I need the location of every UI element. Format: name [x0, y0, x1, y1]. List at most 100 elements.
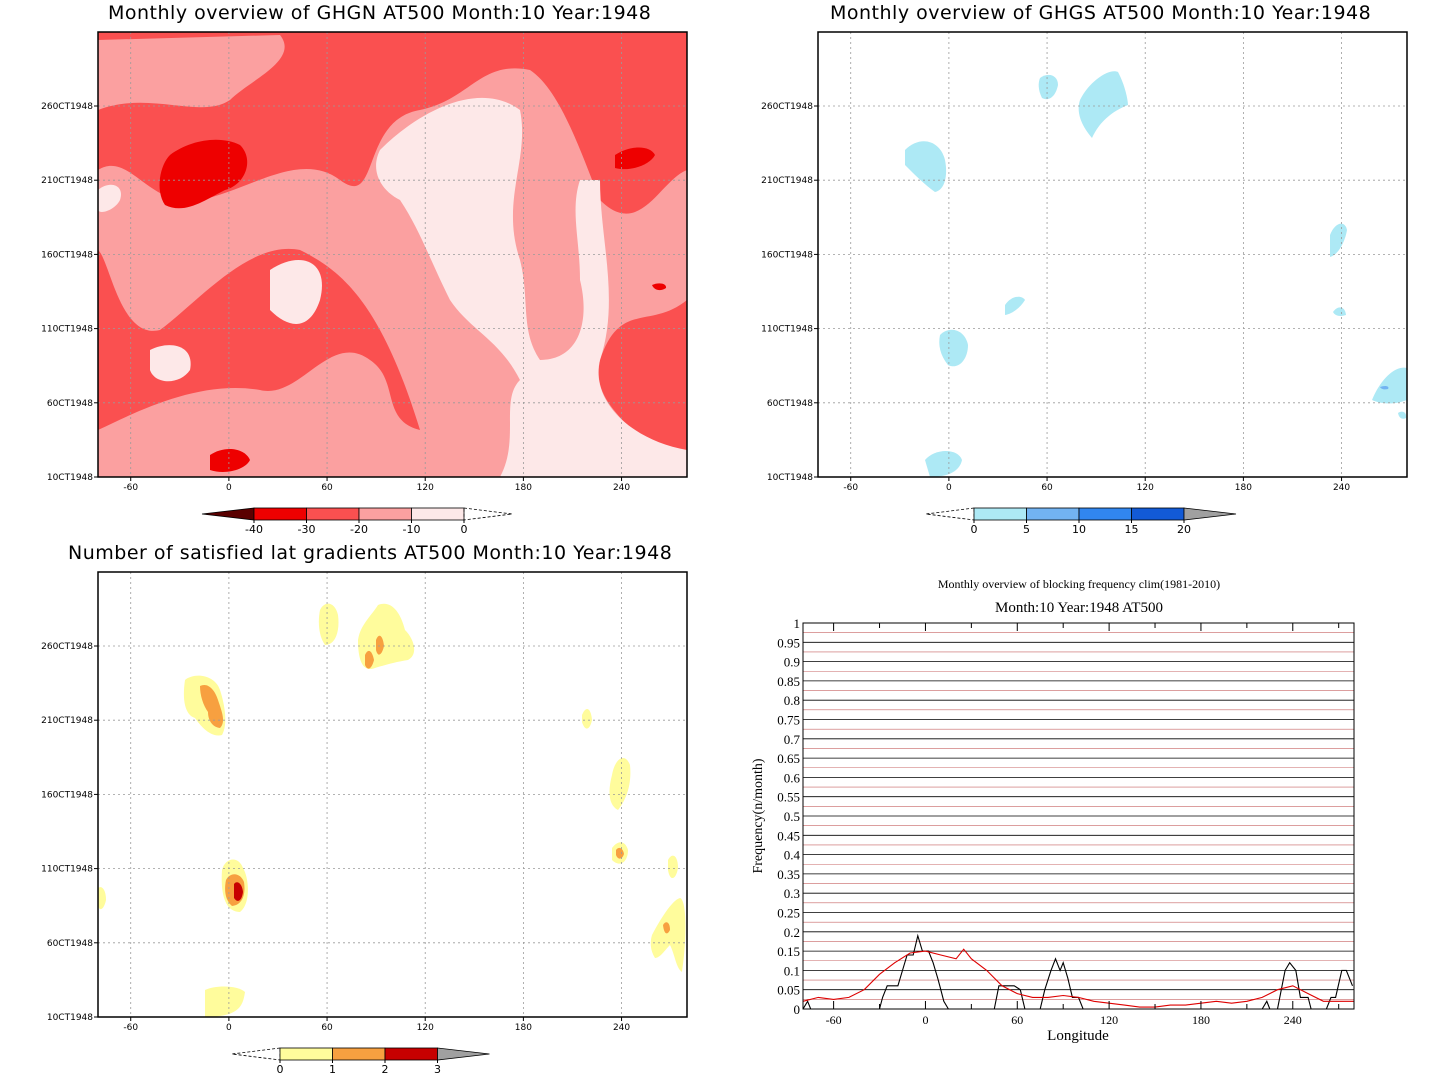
ghgs-blob-7 [1330, 223, 1347, 257]
freq-y-tick-label: 0.4 [784, 848, 801, 863]
map-x-tick-label: 240 [613, 483, 630, 493]
map-x-tick-label: 60 [1041, 483, 1053, 493]
freq-y-tick-label: 0.45 [777, 828, 800, 843]
ghgs-blob-6 [1005, 296, 1025, 315]
grad-blob-3 [318, 603, 339, 645]
map-y-tick-label: 110CT1948 [41, 865, 93, 875]
ghgs-blob-3 [1038, 74, 1058, 100]
freq-y-tick-label: 0.15 [777, 944, 800, 959]
ghgs-blob-8 [1372, 367, 1407, 404]
freq-y-tick-label: 0.3 [784, 886, 800, 901]
map-x-tick-label: 240 [613, 1023, 630, 1033]
ghgs-blob-2 [1078, 71, 1128, 138]
colorbar-label: 20 [1177, 523, 1191, 536]
map-tick-labels: -60 0 60 120 180 240 10CT1948 60CT1948 110CT1948… [41, 102, 1350, 1033]
colorbar-label: -20 [350, 523, 368, 536]
ghgs-blob-1 [905, 141, 947, 192]
freq-y-tick-label: 0.05 [777, 983, 800, 998]
grad-blob-14 [650, 898, 686, 972]
map-y-tick-label: 210CT1948 [761, 176, 813, 186]
grad-blob-11 [609, 757, 631, 810]
map-y-tick-label: 10CT1948 [767, 473, 813, 483]
freq-x-tick-label: 120 [1100, 1013, 1118, 1027]
freq-chart: Monthly overview of blocking frequency c… [751, 577, 1355, 1044]
grad-blob-2 [200, 684, 224, 728]
freq-x-tick-label: 60 [1011, 1013, 1023, 1027]
colorbar-label: 1 [329, 1063, 336, 1076]
map-y-tick-label: 60CT1948 [47, 399, 93, 409]
freq-x-tick-label: -60 [826, 1013, 842, 1027]
colorbar-segment [332, 1047, 386, 1061]
colorbar-segment [384, 1047, 438, 1061]
freq-y-tick-label: 0.1 [784, 963, 800, 978]
map-x-tick-label: 120 [1137, 483, 1154, 493]
freq-ticks: 0 0.05 0.1 0.15 0.2 0.25 0.3 0.35 0.4 0.45 0.5 0.55… [777, 616, 1340, 1027]
map-y-tick-label: 260CT1948 [41, 102, 93, 112]
colorbar-label: -10 [403, 523, 421, 536]
freq-y-tick-label: 0.5 [784, 809, 800, 824]
map-y-tick-label: 160CT1948 [41, 790, 93, 800]
map-y-tick-label: 60CT1948 [47, 939, 93, 949]
colorbar-label: 2 [382, 1063, 389, 1076]
ghgn-band-dark-3 [210, 448, 250, 472]
colorbar-right-arrow [463, 507, 513, 521]
grad-blob-16 [668, 855, 678, 879]
grad-blob-4 [358, 603, 415, 670]
ghgs-blob-10 [1398, 411, 1407, 419]
freq-y-tick-label: 0.95 [777, 635, 800, 650]
ghgn-band-palest-2 [270, 260, 322, 324]
freq-frame [802, 622, 1355, 1010]
grad-blob-13 [616, 847, 624, 859]
map-y-tick-label: 60CT1948 [767, 399, 813, 409]
ghgs-blob-5 [925, 451, 962, 477]
colorbar-segment [1131, 507, 1185, 521]
freq-x-tick-label: 240 [1284, 1013, 1302, 1027]
freq-ylabel: Frequency(n/month) [751, 758, 766, 873]
map-x-tick-label: -60 [123, 1023, 138, 1033]
map-x-tick-label: -60 [843, 483, 858, 493]
ghgn-band-light-2 [98, 35, 285, 110]
colorbar-label: 3 [434, 1063, 441, 1076]
grad-blob-17 [582, 708, 592, 729]
ghgn-band-dark-4 [652, 283, 667, 291]
colorbar-segment [411, 507, 465, 521]
colorbar-label: -40 [245, 523, 263, 536]
freq-y-tick-label: 0.65 [777, 751, 800, 766]
map-x-tick-label: 0 [946, 483, 952, 493]
freq-y-tick-label: 0.35 [777, 867, 800, 882]
map-y-tick-label: 260CT1948 [761, 102, 813, 112]
map-y-tick-label: 110CT1948 [41, 325, 93, 335]
map-x-tick-label: 180 [515, 483, 532, 493]
freq-x-tick-label: 0 [922, 1013, 928, 1027]
colorbar-segment [1026, 507, 1080, 521]
map-y-tick-label: 110CT1948 [761, 325, 813, 335]
colorbar-left-arrow [231, 1047, 281, 1061]
map-y-tick-label: 10CT1948 [47, 473, 93, 483]
map-y-tick-label: 10CT1948 [47, 1013, 93, 1023]
panel-title-grad: Number of satisfied lat gradients AT500 … [68, 542, 673, 564]
panel-title-ghgn: Monthly overview of GHGN AT500 Month:10 … [108, 2, 652, 24]
map-x-tick-label: 120 [417, 1023, 434, 1033]
colorbar-segment [253, 507, 307, 521]
freq-y-tick-label: 0.6 [784, 770, 801, 785]
freq-subtitle: Month:10 Year:1948 AT500 [995, 600, 1163, 616]
freq-y-tick-label: 0.75 [777, 713, 800, 728]
freq-x-tick-label: 180 [1192, 1013, 1210, 1027]
ghgs-blob-9 [1333, 307, 1346, 316]
freq-y-tick-label: 0 [794, 1002, 801, 1017]
map-x-tick-label: 0 [226, 483, 232, 493]
colorbar-label: -30 [298, 523, 316, 536]
map-x-tick-label: 0 [226, 1023, 232, 1033]
colorbar-left-arrow [925, 507, 975, 521]
grad-blob-9 [234, 882, 243, 901]
map-x-tick-label: 60 [321, 1023, 333, 1033]
colorbar-right-arrow [1183, 507, 1237, 521]
grad-blob-5 [365, 650, 374, 669]
map-y-tick-label: 210CT1948 [41, 176, 93, 186]
ghgn-band-palest [376, 97, 687, 477]
freq-title: Monthly overview of blocking frequency c… [938, 577, 1220, 591]
ghgn-band-palest-3 [150, 345, 191, 382]
map-x-tick-label: -60 [123, 483, 138, 493]
grad-blob-15 [663, 922, 670, 934]
